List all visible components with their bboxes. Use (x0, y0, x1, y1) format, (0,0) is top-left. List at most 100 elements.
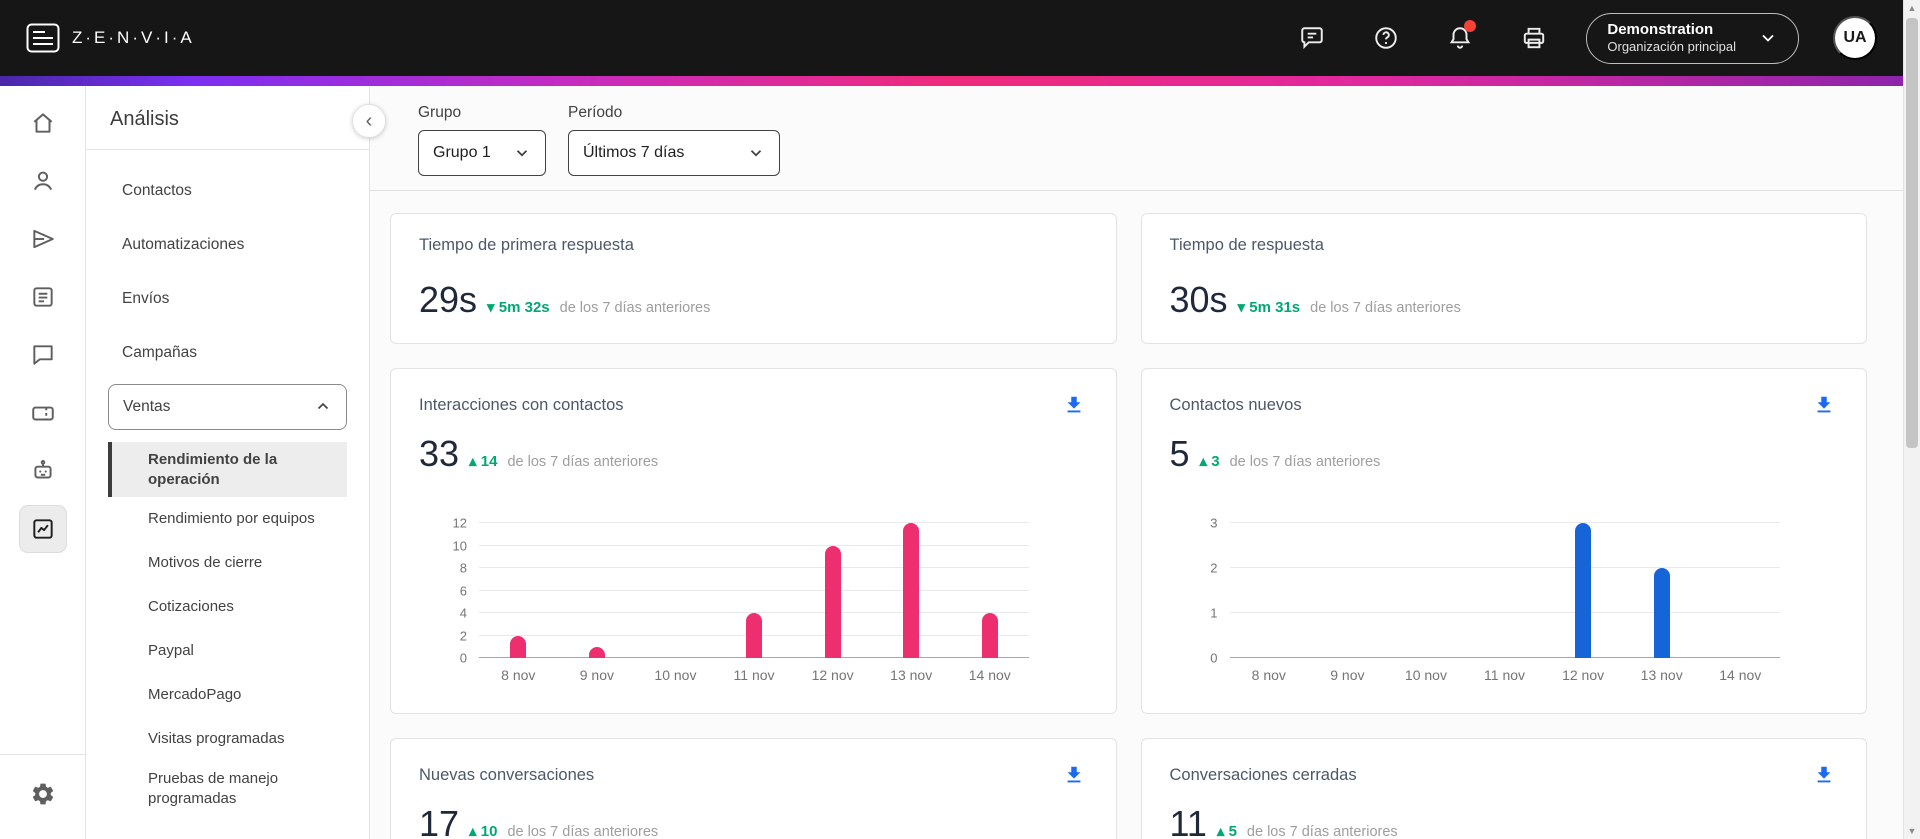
sidebar-item-automatizaciones[interactable]: Automatizaciones (122, 236, 245, 253)
card-title: Tiempo de primera respuesta (419, 236, 634, 254)
y-axis-tick: 0 (459, 650, 467, 666)
vertical-scrollbar[interactable]: ▲ ▼ (1903, 0, 1920, 839)
metric-value: 33 (419, 433, 460, 474)
sidebar-item-motivos-cierre[interactable]: Motivos de cierre (148, 554, 263, 572)
chat-icon[interactable] (20, 332, 66, 378)
y-axis-tick: 2 (1210, 560, 1218, 576)
card-response-time: Tiempo de respuesta 30s ▾ 5m 31s de los … (1140, 213, 1867, 344)
bar-12-nov (1575, 523, 1592, 658)
delta-text: 5 (1228, 823, 1237, 839)
trend-down-icon: ▾ (487, 299, 495, 316)
sidebar-item-pruebas-manejo[interactable]: Pruebas de manejo programadas (148, 770, 279, 807)
chevron-up-icon (314, 398, 332, 416)
sidebar-item-visitas-programadas[interactable]: Visitas programadas (148, 730, 285, 748)
chevron-down-icon (1758, 28, 1778, 48)
scroll-up-arrow[interactable]: ▲ (1907, 3, 1917, 13)
bar-13-nov (1653, 568, 1670, 658)
new-contacts-bar-chart: 0 1 2 3 8 nov 9 nov 10 nov 11 nov 12 nov 13 nov 14… (1170, 516, 1790, 683)
bot-icon[interactable] (20, 448, 66, 494)
period-select[interactable]: Últimos 7 días (568, 130, 780, 176)
chevron-down-icon (513, 144, 531, 162)
scrollbar-thumb[interactable] (1906, 18, 1918, 448)
card-closed-conversations: Conversaciones cerradas 11 ▴ 5 de los 7 … (1140, 738, 1867, 839)
chart-plot-area: 0 1 2 3 (1210, 516, 1780, 666)
chat-icon[interactable] (1290, 16, 1334, 60)
download-icon[interactable] (1060, 391, 1088, 419)
metric-value: 29s (419, 279, 478, 320)
y-axis-tick: 0 (1210, 650, 1218, 666)
sidebar-collapse-button[interactable]: ‹ (352, 104, 386, 138)
home-icon[interactable] (20, 100, 66, 146)
metric-value: 30s (1169, 279, 1228, 320)
card-new-contacts: Contactos nuevos 5 ▴ 3 de los 7 días ant… (1140, 368, 1867, 714)
avatar[interactable]: UA (1833, 16, 1877, 60)
x-axis-tick: 14 nov (1719, 667, 1762, 683)
sidebar-item-mercadopago[interactable]: MercadoPago (148, 686, 242, 704)
contacts-icon[interactable] (20, 158, 66, 204)
download-icon[interactable] (1810, 761, 1838, 789)
download-icon[interactable] (1060, 761, 1088, 789)
organization-subtitle: Organización principal (1607, 39, 1736, 55)
y-axis-tick: 8 (459, 560, 467, 576)
chart-plot-area: 0 2 4 6 8 10 12 (453, 516, 1029, 666)
y-axis-tick: 2 (459, 628, 467, 643)
reports-icon[interactable] (20, 274, 66, 320)
gridline (479, 589, 1029, 591)
sidebar-item-campanas[interactable]: Campañas (122, 344, 197, 361)
bar-13-nov (903, 523, 920, 658)
main-content: Grupo Grupo 1 Período Últimos 7 días (370, 86, 1903, 839)
brand-gradient-bar (0, 76, 1903, 86)
trend-up-icon: ▴ (469, 823, 477, 839)
metric-cards-grid: Tiempo de primera respuesta 29s ▾ 5m 32s… (370, 191, 1903, 839)
chevron-left-icon: ‹ (365, 109, 373, 132)
help-icon[interactable] (1364, 16, 1408, 60)
card-contact-interactions: Interacciones con contactos 33 ▴ 14 de l… (390, 368, 1117, 714)
bar-12-nov (824, 545, 841, 658)
y-axis-tick: 1 (1210, 605, 1218, 621)
organization-labels: Demonstration Organización principal (1607, 21, 1736, 56)
x-axis-tick: 13 nov (1640, 667, 1683, 683)
bar-8-nov (510, 635, 527, 658)
analytics-icon[interactable] (19, 506, 66, 552)
sidebar-item-rendimiento-equipos[interactable]: Rendimiento por equipos (148, 510, 315, 528)
trend-up-icon: ▴ (1199, 453, 1208, 470)
comparison-text: de los 7 días anteriores (507, 824, 659, 839)
group-select[interactable]: Grupo 1 (418, 130, 546, 176)
sidebar-group-ventas[interactable]: Ventas (108, 384, 347, 430)
bar-9-nov (588, 646, 605, 658)
scroll-down-arrow[interactable]: ▼ (1907, 826, 1917, 836)
send-icon[interactable] (20, 216, 66, 262)
gridline (1229, 567, 1780, 568)
period-filter: Período Últimos 7 días (568, 104, 780, 176)
y-axis-tick: 10 (452, 538, 467, 553)
sidebar-item-cotizaciones[interactable]: Cotizaciones (148, 598, 234, 616)
organization-switcher[interactable]: Demonstration Organización principal (1586, 12, 1799, 64)
card-title: Contactos nuevos (1169, 395, 1302, 414)
x-axis-tick: 13 nov (890, 667, 933, 683)
zenvia-brand: Z·E·N·V·I·A (26, 23, 195, 53)
group-filter: Grupo Grupo 1 (418, 104, 546, 176)
sidebar-item-paypal[interactable]: Paypal (148, 642, 194, 660)
zenvia-logo-icon (26, 23, 60, 53)
sidebar-item-contactos[interactable]: Contactos (122, 182, 192, 199)
sidebar-item-envios[interactable]: Envíos (122, 290, 170, 307)
print-icon[interactable] (1512, 16, 1556, 60)
x-axis-tick: 14 nov (968, 667, 1011, 683)
download-icon[interactable] (1810, 391, 1838, 419)
analysis-sidebar: Análisis Contactos Automatizaciones Enví… (86, 86, 370, 839)
delta-text: 3 (1211, 453, 1220, 470)
ticket-icon[interactable] (20, 390, 66, 436)
delta-text: 14 (480, 453, 498, 470)
gridline (479, 612, 1029, 613)
notifications-icon[interactable] (1438, 16, 1482, 60)
delta-text: 10 (480, 823, 498, 839)
icon-rail (0, 86, 86, 839)
settings-icon[interactable] (20, 771, 66, 817)
delta-text: 5m 32s (498, 299, 550, 316)
sidebar-nav: Contactos Automatizaciones Envíos Campañ… (86, 150, 369, 816)
bar-14-nov (981, 613, 998, 658)
delta-text: 5m 31s (1249, 299, 1301, 316)
y-axis-tick: 6 (459, 583, 467, 598)
sidebar-item-rendimiento-operacion[interactable]: Rendimiento de la operación (108, 442, 347, 497)
